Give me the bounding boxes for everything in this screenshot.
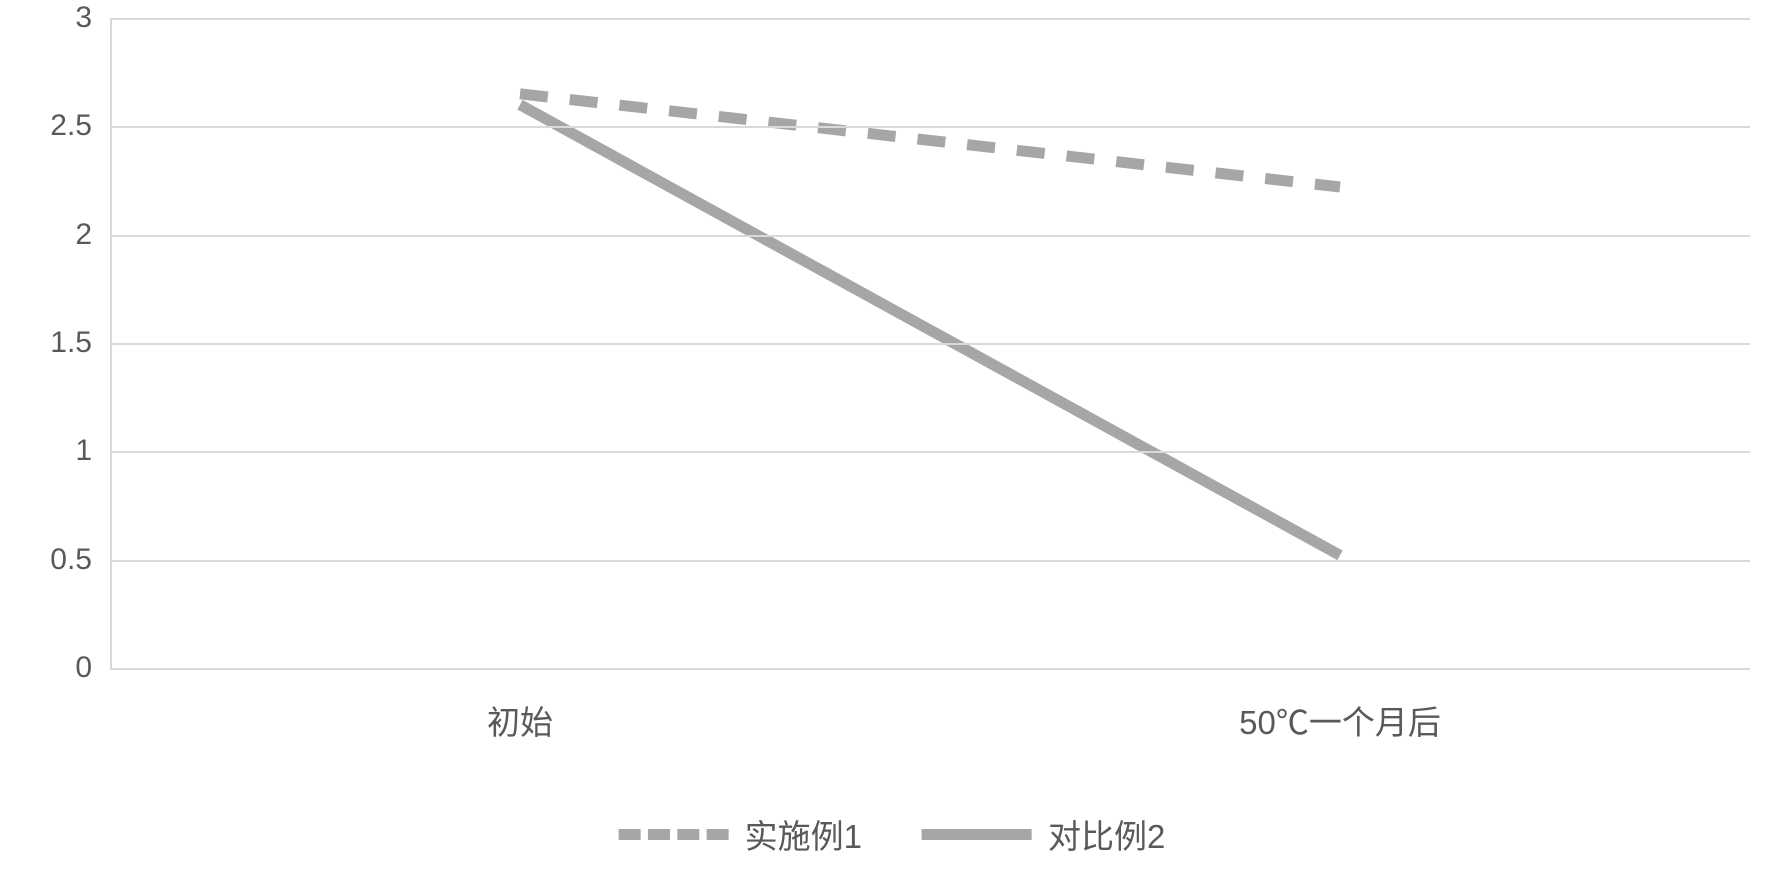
gridline bbox=[110, 18, 1750, 20]
y-tick-label: 1 bbox=[75, 434, 110, 468]
x-tick-label: 初始 bbox=[487, 668, 553, 744]
y-tick-label: 1.5 bbox=[50, 326, 110, 360]
gridline bbox=[110, 560, 1750, 562]
y-tick-label: 2 bbox=[75, 218, 110, 252]
y-tick-label: 0 bbox=[75, 651, 110, 685]
x-tick-label: 50℃一个月后 bbox=[1239, 668, 1441, 744]
y-tick-label: 3 bbox=[75, 1, 110, 35]
legend-label: 实施例1 bbox=[745, 810, 862, 858]
gridline bbox=[110, 451, 1750, 453]
legend-label: 对比例2 bbox=[1048, 810, 1165, 858]
chart-legend: 实施例1 对比例2 bbox=[619, 810, 1166, 858]
legend-swatch bbox=[619, 829, 729, 840]
gridline bbox=[110, 668, 1750, 670]
plot-area: 00.511.522.53初始50℃一个月后 bbox=[110, 18, 1750, 668]
legend-item: 对比例2 bbox=[922, 810, 1165, 858]
gridline bbox=[110, 343, 1750, 345]
line-chart: 00.511.522.53初始50℃一个月后 实施例1对比例2 bbox=[0, 0, 1784, 883]
gridline bbox=[110, 235, 1750, 237]
legend-swatch bbox=[922, 829, 1032, 840]
y-tick-label: 2.5 bbox=[50, 109, 110, 143]
y-tick-label: 0.5 bbox=[50, 543, 110, 577]
legend-item: 实施例1 bbox=[619, 810, 862, 858]
gridline bbox=[110, 126, 1750, 128]
